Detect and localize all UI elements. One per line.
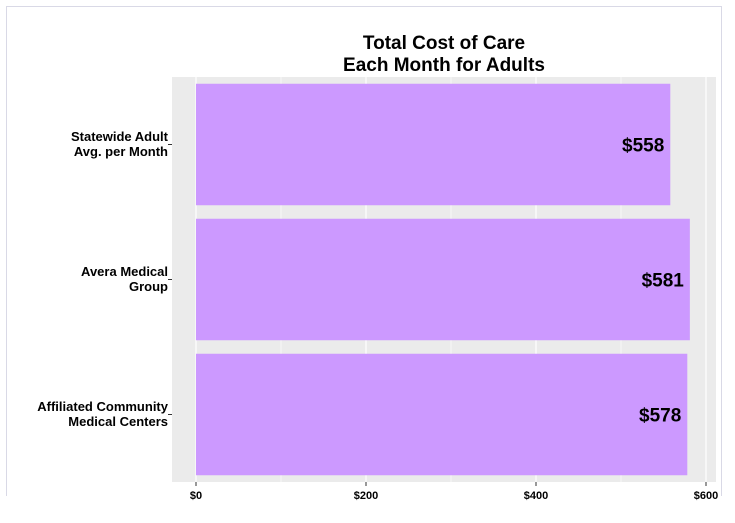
chart-frame	[6, 6, 722, 496]
bar	[196, 353, 688, 476]
category-label: Avera Medical	[81, 264, 168, 279]
chart-title-line-2: Each Month for Adults	[343, 55, 545, 76]
category-label: Avg. per Month	[74, 144, 168, 159]
chart-title-line-1: Total Cost of Care	[363, 33, 525, 54]
x-tick-label: $400	[524, 490, 548, 502]
bar	[196, 218, 690, 341]
category-label: Statewide Adult	[71, 129, 169, 144]
x-tick-label: $0	[190, 490, 202, 502]
category-label: Affiliated Community	[37, 399, 168, 414]
bar	[196, 83, 671, 206]
bars	[196, 83, 690, 476]
x-tick-label: $200	[354, 490, 378, 502]
data-label: $558	[622, 136, 664, 157]
x-tick-label: $600	[694, 490, 718, 502]
data-label: $578	[639, 406, 681, 427]
category-label: Medical Centers	[68, 414, 168, 429]
data-label: $581	[642, 271, 685, 292]
category-label: Group	[129, 279, 168, 294]
